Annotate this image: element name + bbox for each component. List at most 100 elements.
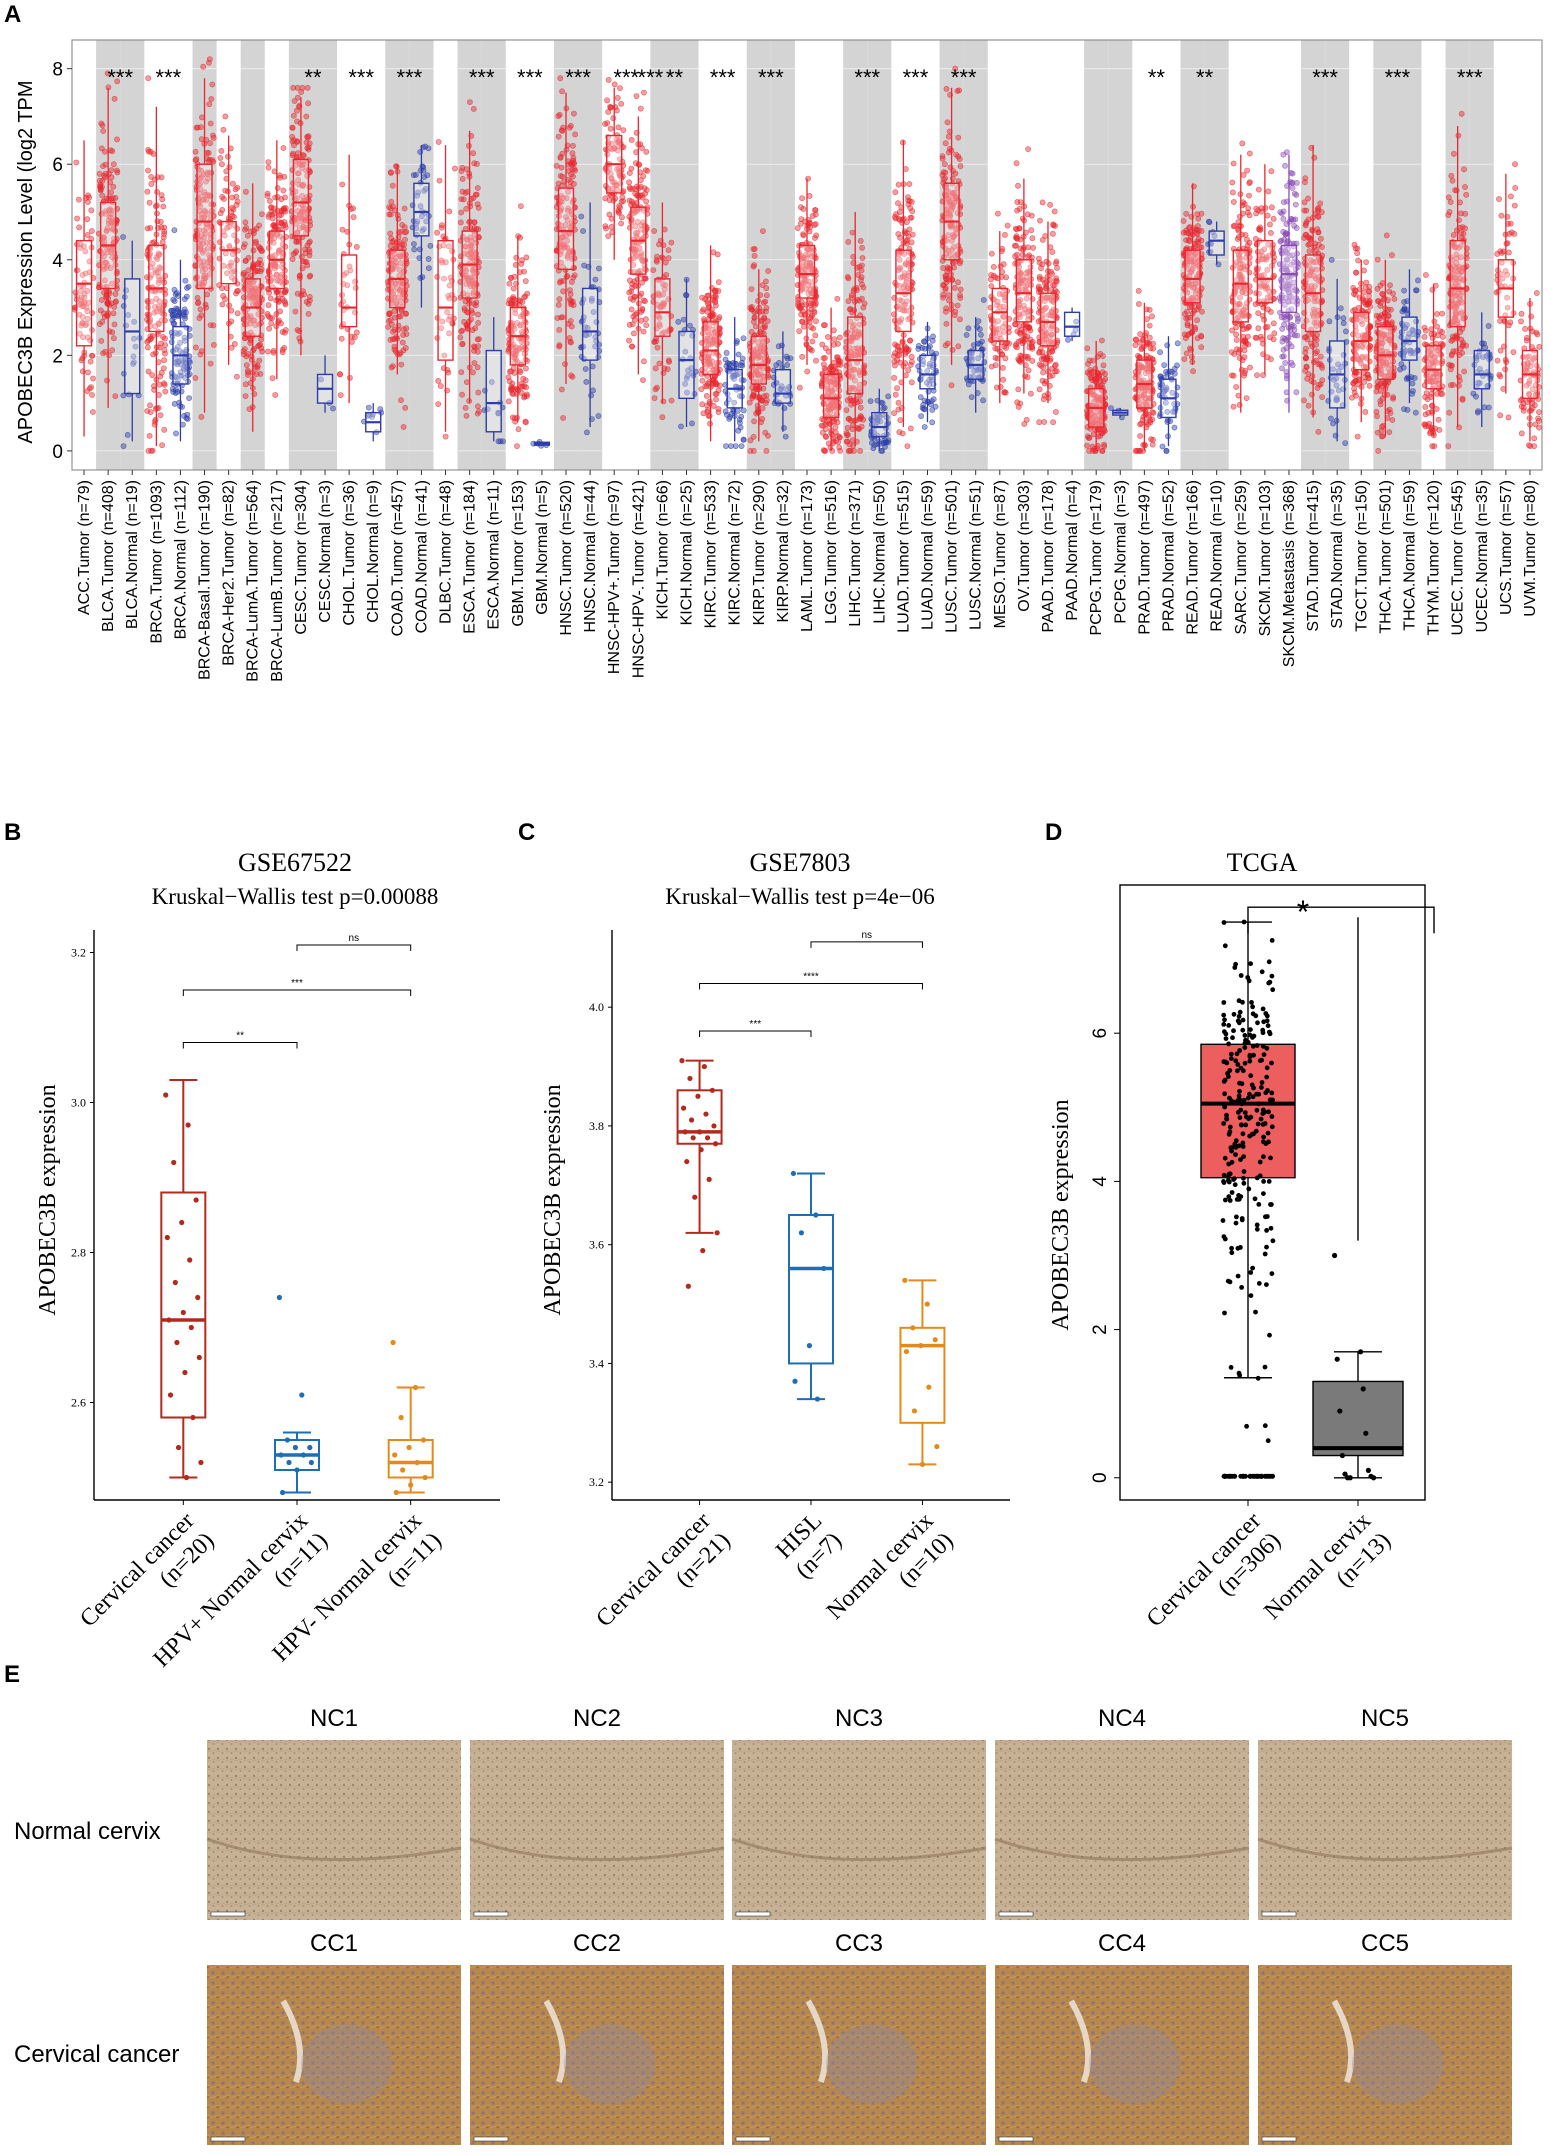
panel-a-jitter-point <box>266 325 272 332</box>
panel-a-jitter-point <box>144 188 151 195</box>
panel-a-jitter-point <box>942 140 949 147</box>
panel-a-jitter-point <box>242 393 249 399</box>
panel-a-jitter-point <box>759 282 766 288</box>
panel-a-jitter-point <box>1084 442 1090 449</box>
panel-a-jitter-point <box>150 351 156 358</box>
panel-a-jitter-point <box>946 297 952 304</box>
panel-a-jitter-point <box>640 173 647 180</box>
panel-a-jitter-point <box>628 288 635 295</box>
panel-a-jitter-point <box>1039 199 1046 206</box>
panel-a-jitter-point <box>161 224 168 231</box>
panel-a-jitter-point <box>857 398 863 405</box>
panel-a-jitter-point <box>590 387 596 394</box>
panel-a-jitter-point <box>395 215 402 222</box>
panel-a-jitter-point <box>844 397 851 404</box>
panel-a-jitter-point <box>255 243 262 250</box>
panel-a-jitter-point <box>388 364 395 371</box>
panel-a-jitter-point <box>435 401 442 407</box>
panel-a-jitter-point <box>917 394 924 401</box>
panel-a-jitter-point <box>218 161 225 168</box>
panel-a-jitter-point <box>155 279 162 286</box>
panel-a-jitter-point <box>930 333 936 340</box>
panel-a-jitter-point <box>217 155 224 161</box>
panel-label-d: D <box>1045 819 1062 846</box>
panel-a-jitter-point <box>751 314 758 321</box>
panel-a-jitter-point <box>897 417 904 424</box>
panel-a-jitter-point <box>976 326 983 333</box>
panel-a-jitter-point <box>389 182 396 189</box>
panel-a-jitter-point <box>1161 362 1168 368</box>
panel-a-box <box>702 321 719 376</box>
panel-a-jitter-point <box>858 274 865 280</box>
panel-a-jitter-point <box>233 201 240 208</box>
panel-a-jitter-point <box>242 219 249 226</box>
panel-a-jitter-point <box>506 378 513 385</box>
panel-a-jitter-point <box>242 188 249 195</box>
panel-a-jitter-point <box>220 126 227 133</box>
panel-a-jitter-point <box>665 247 672 254</box>
panel-a-jitter-point <box>656 360 663 367</box>
panel-a-jitter-point <box>146 199 153 206</box>
panel-a-jitter-point <box>171 298 178 304</box>
panel-a-jitter-point <box>651 339 658 345</box>
panel-a-jitter-point <box>131 335 137 342</box>
panel-a-jitter-point <box>999 351 1006 358</box>
panel-a-x-tick-label: ACC.Tumor (n=79) <box>76 480 93 615</box>
panel-a-jitter-point <box>107 214 114 221</box>
panel-a-jitter-point <box>629 185 636 192</box>
panel-a-jitter-point <box>807 315 814 322</box>
panel-a-jitter-point <box>158 192 165 199</box>
panel-a-jitter-point <box>755 297 761 304</box>
panel-a-group <box>72 140 97 437</box>
panel-a-jitter-point <box>511 369 518 376</box>
panel-a-jitter-point <box>282 301 289 308</box>
panel-a-jitter-point <box>626 321 633 328</box>
panel-a-jitter-point <box>471 301 478 307</box>
panel-a-jitter-point <box>710 402 717 409</box>
panel-a-jitter-point <box>277 308 283 315</box>
panel-a-jitter-point <box>846 415 852 422</box>
panel-a-jitter-point <box>615 208 622 215</box>
panel-a-jitter-point <box>642 190 648 197</box>
panel-a-jitter-point <box>242 381 249 388</box>
panel-a-jitter-point <box>104 377 110 384</box>
panel-a-jitter-point <box>112 194 119 201</box>
panel-a-jitter-point <box>304 133 310 140</box>
panel-a-jitter-point <box>244 367 251 374</box>
panel-a-jitter-point <box>101 234 107 241</box>
panel-a-jitter-point <box>470 195 477 201</box>
panel-a-jitter-point <box>941 161 948 168</box>
panel-a-jitter-point <box>107 265 114 272</box>
panel-label-e: E <box>4 1661 20 1688</box>
panel-a-jitter-point <box>348 338 355 345</box>
panel-a-jitter-point <box>1030 244 1036 251</box>
panel-a-jitter-point <box>944 119 951 126</box>
panel-a-jitter-point <box>153 295 160 302</box>
panel-a-jitter-point <box>556 342 563 349</box>
panel-a-jitter-point <box>389 239 396 245</box>
panel-a-jitter-point <box>1102 370 1108 377</box>
panel-a-jitter-point <box>762 324 768 331</box>
panel-a-jitter-point <box>466 99 473 105</box>
panel-a-jitter-point <box>800 231 806 237</box>
panel-a-jitter-point <box>895 181 902 188</box>
panel-a-jitter-point <box>1145 421 1151 428</box>
panel-a-jitter-point <box>387 211 394 218</box>
panel-a-jitter-point <box>291 98 298 104</box>
panel-a-jitter-point <box>843 430 850 437</box>
panel-a-jitter-point <box>148 335 154 342</box>
panel-a-jitter-point <box>763 292 770 299</box>
panel-a-jitter-point <box>1038 362 1045 369</box>
panel-a-x-tick-label: KIRC.Tumor (n=533) <box>703 480 720 628</box>
panel-a-jitter-point <box>85 192 91 199</box>
panel-a-jitter-point <box>651 395 658 401</box>
panel-a-jitter-point <box>268 204 274 211</box>
panel-a-jitter-point <box>687 322 693 329</box>
panel-a-jitter-point <box>296 275 303 281</box>
panel-a-jitter-point <box>186 395 192 401</box>
panel-a-jitter-point <box>353 243 360 250</box>
panel-a-jitter-point <box>218 147 225 154</box>
panel-a-jitter-point <box>161 426 168 433</box>
panel-a-jitter-point <box>907 337 914 344</box>
panel-a-jitter-point <box>152 323 159 330</box>
